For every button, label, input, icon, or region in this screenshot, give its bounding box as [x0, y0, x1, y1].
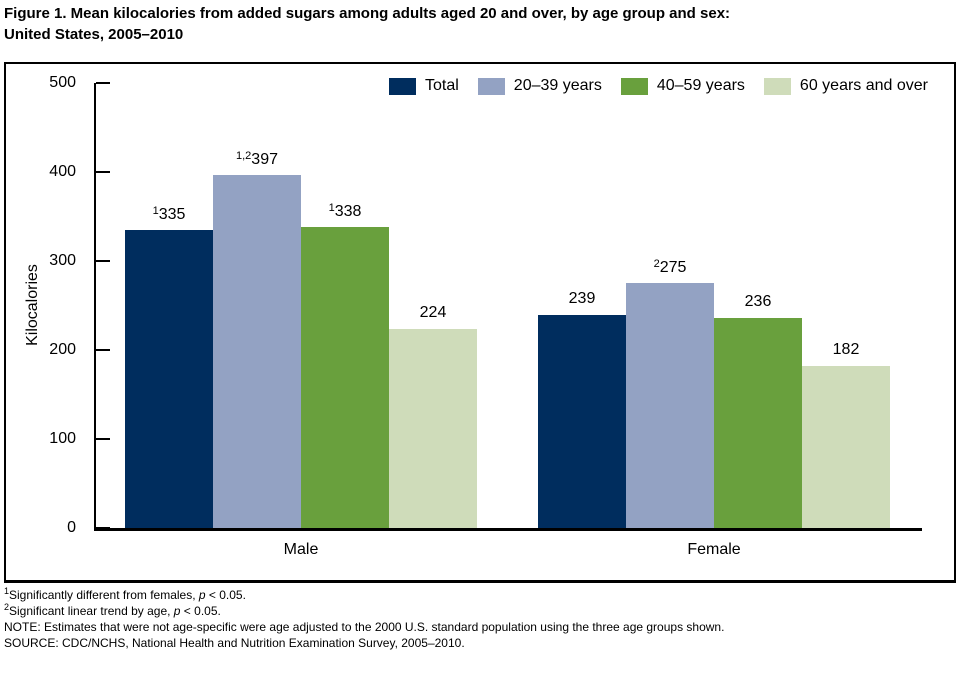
y-tick-label: 0	[67, 519, 76, 536]
y-tick-mark	[96, 171, 110, 173]
bar-female-20-39	[626, 283, 714, 528]
legend-item-total: Total	[389, 77, 459, 95]
y-axis-line	[94, 83, 96, 531]
data-label-male-series0: 1335	[152, 205, 186, 223]
data-label-superscript: 1,2	[236, 150, 252, 162]
footnote-source: SOURCE: CDC/NCHS, National Health and Nu…	[4, 635, 724, 651]
footnote-1-sup: 1	[4, 586, 10, 596]
data-label-female-series1: 2275	[653, 258, 687, 276]
footnote-note: NOTE: Estimates that were not age-specif…	[4, 619, 724, 635]
y-tick-label: 400	[49, 163, 76, 180]
bar-male-20-39	[213, 175, 301, 528]
category-label-male: Male	[283, 541, 319, 558]
y-tick-label: 200	[49, 341, 76, 358]
data-label-female-series3: 182	[832, 341, 860, 358]
bar-female-total	[538, 315, 626, 528]
bar-male-40-59	[301, 227, 389, 528]
legend-label-40-59: 40–59 years	[656, 77, 745, 94]
footnote-source-text: SOURCE: CDC/NCHS, National Health and Nu…	[4, 636, 465, 650]
y-tick-label: 100	[49, 430, 76, 447]
footnote-1: 1Significantly different from females, p…	[4, 587, 724, 603]
figure-title: Figure 1. Mean kilocalories from added s…	[4, 3, 730, 45]
category-label-female: Female	[687, 541, 741, 558]
legend-item-60-over: 60 years and over	[763, 77, 928, 95]
figure-title-line1: Figure 1. Mean kilocalories from added s…	[4, 5, 731, 22]
plot-area: 0 100 200 300 400 500 1335 1,2397 1338 224 239 2275…	[6, 64, 954, 580]
legend-swatch-60-over	[763, 77, 791, 95]
legend-item-40-59: 40–59 years	[620, 77, 745, 95]
x-axis-line	[94, 528, 922, 531]
data-label-superscript: 1	[328, 202, 335, 214]
bar-male-total	[125, 230, 213, 528]
footnote-1-text: Significantly different from females,	[9, 588, 199, 602]
data-label-male-series2: 1338	[328, 202, 362, 220]
footnote-note-text: NOTE: Estimates that were not age-specif…	[4, 620, 725, 634]
legend-swatch-20-39	[477, 77, 505, 95]
data-label-superscript: 1	[152, 205, 159, 217]
footnote-1-italic: p	[198, 588, 206, 602]
figure-title-line2: United States, 2005–2010	[4, 26, 184, 43]
legend-label-total: Total	[425, 77, 459, 94]
legend-swatch-total	[389, 77, 416, 95]
footnotes: 1Significantly different from females, p…	[4, 587, 724, 651]
y-tick-mark	[96, 527, 110, 529]
legend-item-20-39: 20–39 years	[477, 77, 602, 95]
y-tick-mark	[96, 438, 110, 440]
data-label-female-series0: 239	[568, 290, 596, 307]
bar-male-60	[389, 329, 477, 528]
bar-female-60	[802, 366, 890, 528]
footnote-1-post: < 0.05.	[205, 588, 246, 602]
data-label-superscript: 2	[653, 258, 660, 270]
y-tick-label: 300	[49, 252, 76, 269]
y-tick-mark	[96, 260, 110, 262]
footnote-2-text: Significant linear trend by age,	[9, 604, 174, 618]
y-tick-mark	[96, 82, 110, 84]
y-tick-label: 500	[49, 74, 76, 91]
bar-female-40-59	[714, 318, 802, 528]
data-label-male-series3: 224	[419, 304, 447, 321]
footnote-2: 2Significant linear trend by age, p < 0.…	[4, 603, 724, 619]
y-tick-mark	[96, 349, 110, 351]
chart-frame: Total 20–39 years 40–59 years 60 years a…	[4, 62, 956, 583]
data-label-male-series1: 1,2397	[236, 150, 278, 168]
footnote-2-sup: 2	[4, 602, 10, 612]
legend-label-60-over: 60 years and over	[799, 77, 928, 94]
legend: Total 20–39 years 40–59 years 60 years a…	[389, 77, 928, 95]
legend-label-20-39: 20–39 years	[513, 77, 602, 94]
data-label-female-series2: 236	[744, 293, 772, 310]
footnote-2-post: < 0.05.	[180, 604, 221, 618]
legend-swatch-40-59	[620, 77, 648, 95]
footnote-2-italic: p	[173, 604, 181, 618]
